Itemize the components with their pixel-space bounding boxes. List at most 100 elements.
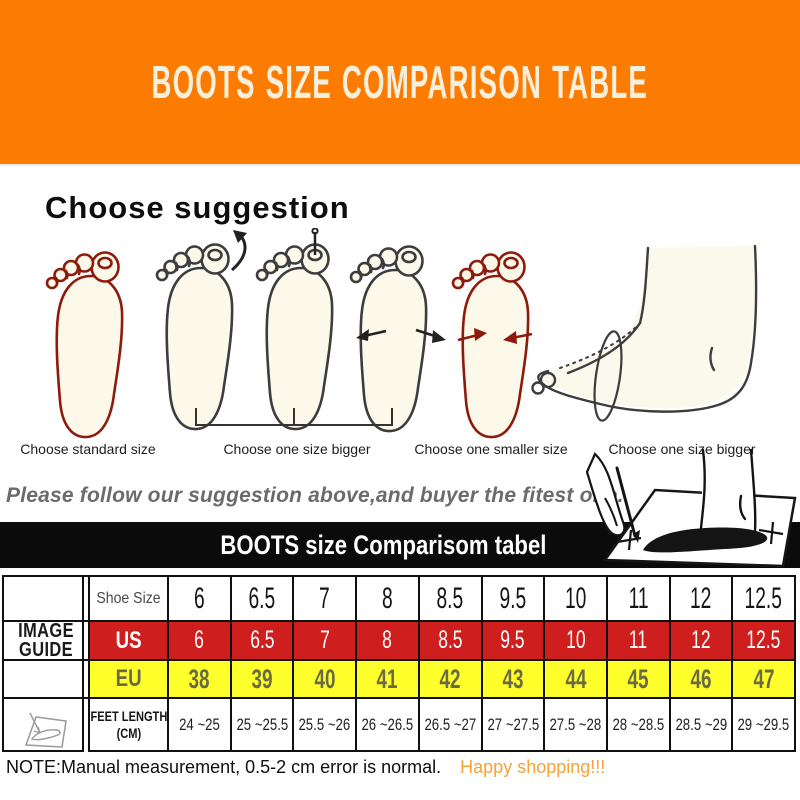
cell-text: 8 [382, 581, 393, 615]
table-cell: 10 [543, 620, 606, 659]
feet-length-row-label: FEET LENGTH (CM) [88, 697, 167, 752]
cell-text: 12.5 [744, 581, 783, 615]
cell-text: 9.5 [500, 626, 526, 654]
table-cell: 12 [668, 620, 732, 659]
table-cell: 26.5 ~27 [417, 697, 481, 752]
cell-text: 27 ~27.5 [486, 716, 539, 734]
cell-text: 7 [319, 626, 330, 654]
table-cell: 38 [167, 659, 230, 697]
table-cell: 8.5 [417, 577, 481, 620]
table-cell: 7 [292, 620, 356, 659]
fit-label-standard: Choose standard size [20, 441, 156, 457]
happy-shopping-text: Happy shopping!!! [460, 757, 606, 777]
cell-text: 44 [565, 663, 587, 694]
measurement-note-text: NOTE:Manual measurement, 0.5-2 cm error … [6, 757, 442, 777]
measuring-guide-icon [24, 712, 67, 748]
cell-text: 29 ~29.5 [737, 716, 790, 734]
cell-text: 43 [502, 663, 524, 694]
cell-text: 12 [690, 581, 712, 615]
cell-text: 6.5 [248, 581, 276, 615]
cell-text: 27.5 ~28 [549, 716, 602, 734]
cell-text: 6.5 [249, 626, 275, 654]
table-cell: 28.5 ~29 [668, 697, 732, 752]
header-banner: BOOTS SIZE COMPARISON TABLE [0, 0, 800, 166]
table-cell: 6.5 [229, 620, 293, 659]
table-cell: 6 [167, 620, 230, 659]
table-title: BOOTS size Comparisom tabel [220, 529, 547, 560]
cell-text: 47 [753, 663, 775, 694]
shoe-size-row-label: Shoe Size [88, 577, 167, 620]
cell-text: 7 [319, 581, 331, 615]
feet-illustration [45, 228, 758, 439]
table-cell: 29 ~29.5 [731, 697, 794, 752]
table-cell: 6 [167, 577, 230, 620]
cell-text: 6 [194, 626, 205, 654]
cell-text: 10 [564, 581, 587, 615]
table-cell: 40 [292, 659, 356, 697]
table-cell: 25 ~25.5 [229, 697, 293, 752]
table-cell: 11 [605, 620, 669, 659]
fit-label-smaller: Choose one smaller size [414, 441, 568, 457]
table-cell: 9.5 [480, 620, 544, 659]
side-foot-illustration [531, 244, 758, 422]
table-cell: 47 [731, 659, 794, 697]
cell-text: 45 [627, 663, 649, 694]
cell-text: 42 [439, 663, 461, 694]
cell-text: 8.5 [436, 581, 464, 615]
table-cell: 12 [668, 577, 732, 620]
table-cell: 28 ~28.5 [605, 697, 669, 752]
cell-text: 39 [251, 663, 273, 694]
bottom-note: NOTE:Manual measurement, 0.5-2 cm error … [6, 757, 605, 778]
cell-text: 6 [194, 581, 205, 615]
table-corner-cell [4, 577, 88, 620]
table-cell: 6.5 [229, 577, 293, 620]
fit-label-bigger-instep: Choose one size bigger [608, 441, 756, 457]
cell-text: 8 [382, 626, 393, 654]
cell-text: 40 [314, 663, 336, 694]
foot-narrow-illustration [451, 251, 533, 439]
suggestion-heading: Choose suggestion [45, 190, 350, 225]
measuring-guide-icon-cell [4, 697, 88, 752]
fit-label-bigger: Choose one size bigger [223, 441, 371, 457]
foot-pin-illustration [255, 228, 334, 431]
eu-row-label: EU [88, 659, 167, 697]
size-table: Shoe Size 6 6.5 7 8 8.5 9.5 10 11 12 12.… [2, 575, 796, 752]
table-cell: 42 [417, 659, 481, 697]
table-cell: 10 [543, 577, 606, 620]
cell-text: 25 ~25.5 [236, 716, 288, 734]
table-cell: 43 [480, 659, 544, 697]
cell-text: 12.5 [746, 626, 781, 654]
foot-measuring-illustration [585, 448, 797, 568]
table-cell: 46 [668, 659, 732, 697]
cell-text: 9.5 [499, 581, 527, 615]
cell-text: 12 [691, 626, 711, 654]
table-cell: 26 ~26.5 [355, 697, 418, 752]
table-cell: 7 [292, 577, 355, 620]
image-guide-label: IMAGE GUIDE [18, 620, 74, 659]
cell-text: 10 [565, 626, 586, 654]
table-cell: 27.5 ~28 [543, 697, 606, 752]
fit-advice-text: Please follow our suggestion above,and b… [6, 484, 624, 507]
foot-wide-illustration [349, 245, 446, 433]
table-cell: 8.5 [417, 620, 481, 659]
row-label-text: EU [115, 665, 142, 692]
cell-text: 26.5 ~27 [424, 716, 477, 734]
table-cell: 8 [355, 577, 418, 620]
cell-text: 28 ~28.5 [612, 716, 665, 734]
table-cell: 9.5 [480, 577, 544, 620]
cell-text: 46 [690, 663, 712, 694]
cell-text: 26 ~26.5 [361, 716, 414, 734]
us-row-label: US [88, 620, 167, 659]
table-cell: 12.5 [731, 620, 794, 659]
table-cell: 12.5 [731, 577, 794, 620]
cell-text: 11 [628, 581, 649, 615]
cell-text: 25.5 ~26 [298, 716, 351, 734]
table-cell: 39 [229, 659, 293, 697]
foot-bigger-illustration [155, 230, 247, 431]
table-cell: 44 [543, 659, 606, 697]
table-cell: 25.5 ~26 [292, 697, 356, 752]
foot-standard-illustration [45, 251, 124, 439]
row-label-text: FEET LENGTH (CM) [90, 709, 167, 741]
cell-text: 11 [629, 626, 648, 654]
